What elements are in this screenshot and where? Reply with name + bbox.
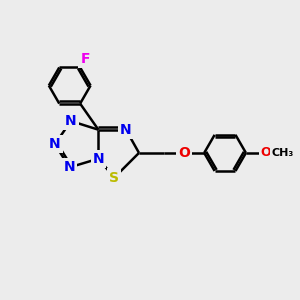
Text: N: N xyxy=(120,123,132,137)
Text: N: N xyxy=(93,152,104,166)
Text: F: F xyxy=(80,52,90,66)
Text: S: S xyxy=(110,170,119,184)
Text: N: N xyxy=(49,137,61,151)
Text: O: O xyxy=(178,146,190,160)
Text: N: N xyxy=(64,160,75,174)
Text: O: O xyxy=(260,146,271,159)
Text: CH₃: CH₃ xyxy=(272,148,294,158)
Text: N: N xyxy=(65,114,77,128)
